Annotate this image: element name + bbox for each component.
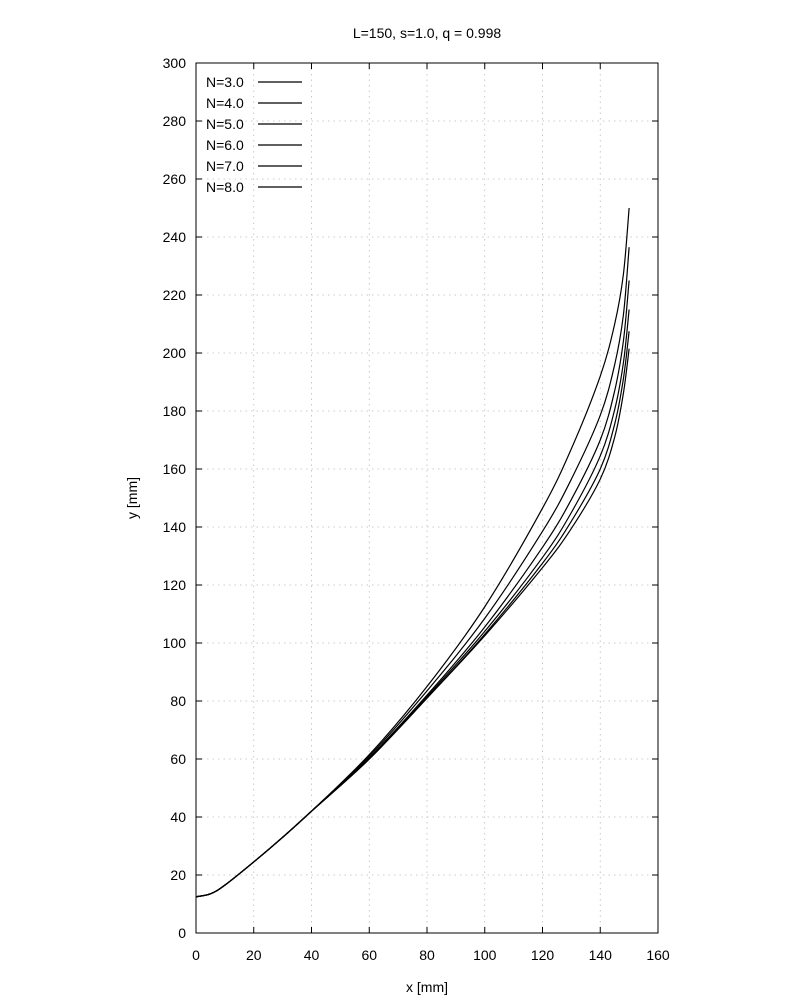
x-tick-label: 80	[419, 947, 435, 963]
y-tick-label: 200	[163, 345, 187, 361]
legend-label: N=6.0	[206, 137, 244, 153]
x-tick-label: 100	[473, 947, 497, 963]
y-tick-label: 20	[170, 867, 186, 883]
axis-ticks: 0 20 40 60 80 100 120 140 160 0 20 40 60 80 100 120 140 1…	[163, 55, 670, 963]
x-tick-label: 20	[246, 947, 262, 963]
series-line-n-7-0	[195, 331, 630, 898]
series-line-n-8-0	[195, 348, 630, 898]
y-axis-label: y [mm]	[124, 477, 140, 519]
x-axis-label: x [mm]	[406, 979, 448, 995]
y-tick-label: 160	[163, 461, 187, 477]
series-line-n-6-0	[195, 309, 630, 898]
x-tick-label: 0	[192, 947, 200, 963]
legend-label: N=4.0	[206, 95, 244, 111]
x-tick-label: 120	[531, 947, 555, 963]
legend-label: N=3.0	[206, 74, 244, 90]
series-line-n-5-0	[195, 280, 630, 898]
y-tick-label: 180	[163, 403, 187, 419]
y-tick-label: 260	[163, 171, 187, 187]
plot-series	[195, 207, 630, 898]
y-tick-label: 100	[163, 635, 187, 651]
legend-label: N=5.0	[206, 116, 244, 132]
y-tick-label: 220	[163, 287, 187, 303]
y-tick-label: 240	[163, 229, 187, 245]
y-tick-label: 80	[170, 693, 186, 709]
legend: N=3.0 N=4.0 N=5.0 N=6.0 N=7.0 N=8.0	[206, 74, 302, 195]
y-tick-label: 140	[163, 519, 187, 535]
y-tick-label: 60	[170, 751, 186, 767]
y-tick-label: 40	[170, 809, 186, 825]
x-tick-label: 60	[361, 947, 377, 963]
x-tick-label: 140	[589, 947, 613, 963]
y-tick-label: 280	[163, 113, 187, 129]
x-tick-label: 40	[304, 947, 320, 963]
grid	[196, 63, 658, 933]
y-tick-label: 300	[163, 55, 187, 71]
series-line-n-3-0	[195, 207, 630, 898]
chart-title: L=150, s=1.0, q = 0.998	[353, 25, 502, 41]
legend-label: N=7.0	[206, 158, 244, 174]
plot-frame	[195, 62, 659, 934]
series-line-n-4-0	[195, 247, 630, 898]
x-tick-label: 160	[646, 947, 670, 963]
legend-label: N=8.0	[206, 179, 244, 195]
y-tick-label: 120	[163, 577, 187, 593]
y-tick-label: 0	[178, 925, 186, 941]
